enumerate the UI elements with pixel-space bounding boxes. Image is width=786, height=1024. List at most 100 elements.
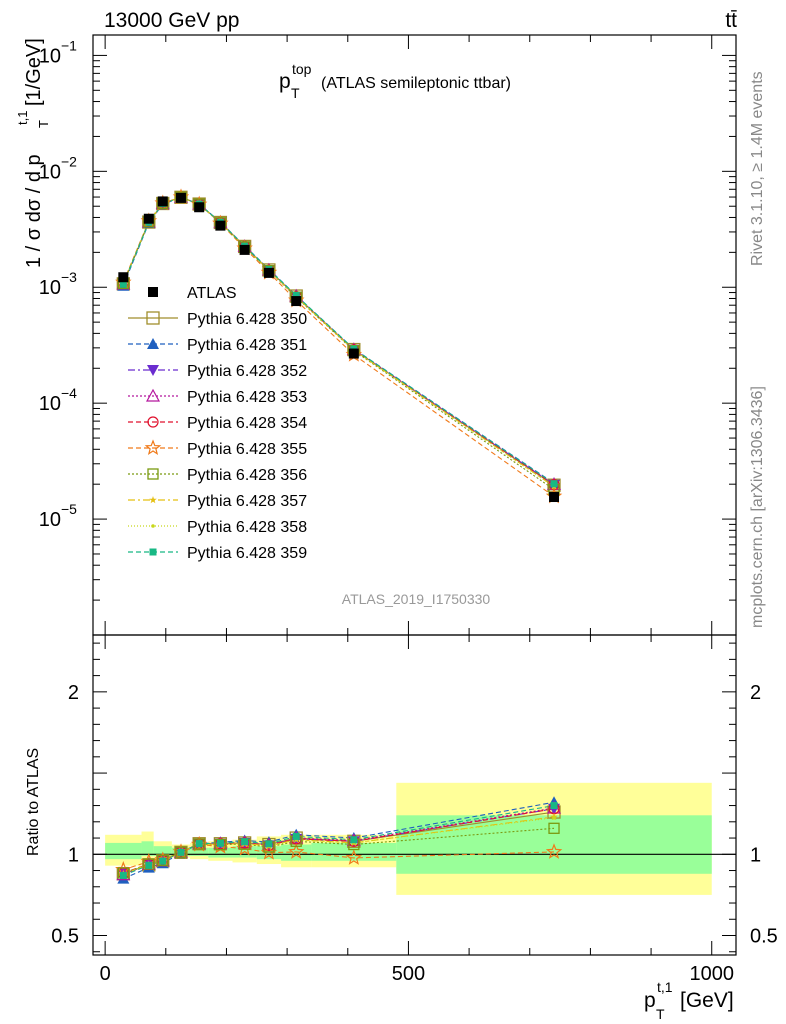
- legend-label: ATLAS: [187, 285, 237, 302]
- main-series-markers: [115, 188, 563, 504]
- data-point: [119, 280, 127, 288]
- y-axis-label: 1 / σ dσ / d p t,1 T [1/GeV]: [15, 38, 51, 268]
- legend-label: Pythia 6.428 352: [187, 363, 307, 380]
- legend-label: Pythia 6.428 351: [187, 337, 307, 354]
- ratio-band-stat: [141, 841, 154, 856]
- mcplots-label: mcplots.cern.ch [arXiv:1306.3436]: [749, 386, 766, 628]
- legend-label: Pythia 6.428 356: [187, 467, 307, 484]
- y-tick-label-base: 10: [39, 277, 61, 299]
- legend-marker: [147, 468, 159, 480]
- data-point: [348, 348, 359, 359]
- ratio-point: [552, 815, 556, 820]
- legend-label: Pythia 6.428 359: [187, 545, 307, 562]
- x-tick-label: 1000: [689, 963, 734, 985]
- legend-marker: [151, 524, 155, 528]
- data-point: [263, 267, 274, 278]
- legend-marker: [147, 338, 159, 349]
- x-axis-label-unit: [GeV]: [680, 989, 734, 1012]
- legend-marker: [147, 365, 159, 376]
- data-point: [143, 213, 154, 224]
- y-tick-label-exp: −3: [61, 269, 77, 285]
- x-tick-label: 500: [392, 963, 425, 985]
- analysis-id: ATLAS_2019_I1750330: [342, 591, 491, 607]
- ratio-point: [119, 871, 127, 879]
- legend-label: Pythia 6.428 353: [187, 389, 307, 406]
- legend-marker: [148, 287, 158, 297]
- ratio-point: [214, 838, 227, 851]
- plot-title: p top T (ATLAS semileptonic ttbar): [279, 61, 511, 101]
- ratio-point: [550, 802, 558, 810]
- ratio-band-stat: [208, 847, 233, 858]
- ratio-tick-label: 2: [68, 682, 79, 704]
- y-tick-label-base: 10: [39, 393, 61, 415]
- y-tick-label-base: 10: [39, 161, 61, 183]
- plot-title-rest: (ATLAS semileptonic ttbar): [321, 75, 511, 92]
- data-point: [215, 220, 226, 231]
- energy-label: 13000 GeV pp: [104, 9, 239, 32]
- legend-label: Pythia 6.428 354: [187, 415, 307, 432]
- ratio-tick-label-right: 1: [750, 844, 761, 866]
- rivet-version-label: Rivet 3.1.10, ≥ 1.4M events: [749, 71, 766, 266]
- data-point: [239, 244, 250, 255]
- data-point: [291, 296, 302, 307]
- data-point: [194, 202, 205, 213]
- ratio-point: [265, 840, 273, 848]
- ratio-point: [350, 836, 358, 844]
- ratio-point: [145, 861, 153, 869]
- ratio-point: [177, 848, 185, 856]
- ratio-tick-label-right: 2: [750, 682, 761, 704]
- ratio-point: [157, 854, 169, 867]
- ratio-point: [159, 857, 167, 865]
- legend-marker: [144, 439, 162, 456]
- ratio-point: [175, 846, 187, 858]
- legend-marker: [149, 496, 157, 504]
- legend-marker: [149, 548, 157, 556]
- plot-title-sup: top: [292, 61, 312, 77]
- ratio-tick-label: 0.5: [51, 926, 79, 948]
- ratio-series-markers: [115, 796, 563, 884]
- y-tick-label-base: 10: [39, 509, 61, 531]
- legend-marker: [145, 388, 161, 402]
- ratio-point: [548, 822, 560, 834]
- ratio-point: [288, 843, 305, 859]
- ratio-point: [143, 858, 155, 870]
- y-tick-label-exp: −5: [61, 501, 77, 517]
- y-tick-label-exp: −4: [61, 385, 77, 401]
- data-point: [292, 291, 300, 299]
- ratio-bands: [93, 782, 736, 895]
- legend-marker: [146, 311, 160, 325]
- ratio-point: [241, 838, 249, 846]
- legend-marker: [147, 416, 159, 428]
- legend-label: Pythia 6.428 355: [187, 441, 307, 458]
- ratio-tick-label-right: 0.5: [750, 926, 778, 948]
- y-axis-label-sub: T: [36, 120, 51, 128]
- x-axis-label-sup: t,1: [657, 979, 673, 995]
- ratio-point: [195, 840, 203, 848]
- legend: ATLAS Pythia 6.428 350 Pythia 6.428 351 Pyt…: [128, 285, 307, 562]
- legend-label: Pythia 6.428 358: [187, 519, 307, 536]
- ratio-point: [193, 838, 205, 850]
- legend-label: Pythia 6.428 350: [187, 311, 307, 328]
- ratio-band-stat: [190, 847, 209, 856]
- x-axis-label-sub: T: [656, 1006, 665, 1022]
- data-point: [157, 196, 168, 207]
- y-axis-label-unit: [1/GeV]: [23, 38, 45, 106]
- y-tick-label-exp: −2: [61, 153, 77, 169]
- ratio-point: [545, 843, 563, 859]
- data-point: [550, 480, 558, 488]
- main-axes: 10−510−410−310−210−1: [39, 35, 736, 636]
- plot-title-sub: T: [291, 85, 300, 101]
- data-point: [118, 272, 129, 283]
- ratio-point: [292, 832, 300, 840]
- x-axis-label: p t,1 T [GeV]: [644, 979, 734, 1022]
- ratio-point: [216, 839, 224, 847]
- ratio-band-stat: [105, 842, 142, 860]
- ratio-panel: 0 500 1000 0.5 0.5 1 1 2 2: [51, 634, 778, 985]
- ratio-point: [345, 849, 363, 865]
- plot-title-main: p: [279, 70, 291, 93]
- x-tick-label: 0: [100, 963, 111, 985]
- y-tick-label-exp: −1: [61, 37, 77, 53]
- y-tick-label-base: 10: [39, 45, 61, 67]
- ratio-band-stat: [281, 844, 312, 861]
